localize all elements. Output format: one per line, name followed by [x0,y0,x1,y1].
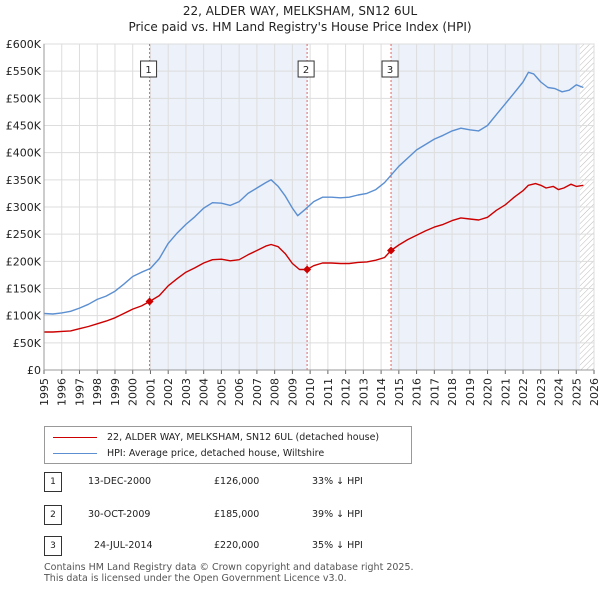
x-tick-label: 1998 [91,378,104,406]
sale-badge: 1 [44,472,62,492]
x-tick-label: 2000 [127,378,140,406]
y-tick-label: £200K [6,255,42,268]
sale-marker-2 [303,265,312,274]
x-tick-label: 2006 [233,378,246,406]
x-tick-label: 2021 [499,378,512,406]
chart-legend: 22, ALDER WAY, MELKSHAM, SN12 6UL (detac… [44,426,412,464]
x-tick-label: 2015 [393,378,406,406]
sale-badge: 2 [44,505,62,525]
y-tick-label: £500K [6,92,42,105]
x-tick-label: 1997 [73,378,86,406]
x-tick-label: 2008 [269,378,282,406]
table-row: 2 30-OCT-2009 £185,000 39% ↓ HPI [44,505,544,525]
y-tick-label: £150K [6,283,42,296]
x-tick-label: 2020 [482,378,495,406]
x-tick-label: 2018 [446,378,459,406]
x-tick-label: 2013 [357,378,370,406]
y-tick-label: £300K [6,201,42,214]
sale-marker-3 [387,246,396,255]
x-tick-label: 2002 [162,378,175,406]
sale-price: £185,000 [214,509,260,520]
legend-label-hpi: HPI: Average price, detached house, Wilt… [107,447,325,459]
sale-label-box-3 [381,60,399,78]
x-tick-label: 2022 [517,378,530,406]
x-tick-label: 2004 [198,378,211,406]
series-line-hpi [43,71,584,315]
sale-hpi-diff: 39% ↓ HPI [312,509,363,520]
y-tick-label: £50K [13,337,42,350]
legend-label-property: 22, ALDER WAY, MELKSHAM, SN12 6UL (detac… [107,431,380,443]
y-tick-label: £100K [6,310,42,323]
sale-date: 13-DEC-2000 [88,476,152,487]
legend-swatch-hpi [53,452,97,454]
sale-label-box-2 [297,60,315,78]
y-tick-label: £250K [6,228,42,241]
sale-price: £220,000 [214,540,260,551]
y-tick-label: £450K [6,120,42,133]
x-tick-label: 2023 [535,378,548,406]
legend-swatch-property [53,436,97,438]
y-tick-label: £0 [27,364,41,377]
sale-hpi-diff: 33% ↓ HPI [312,476,363,487]
sale-label-3: 3 [387,65,393,76]
x-tick-label: 2025 [570,378,583,406]
legend-item-property: 22, ALDER WAY, MELKSHAM, SN12 6UL (detac… [53,430,379,444]
x-tick-label: 2024 [553,378,566,406]
x-tick-label: 2017 [428,378,441,406]
footer-line-1: Contains HM Land Registry data © Crown c… [44,562,414,573]
x-tick-label: 2011 [322,378,335,406]
x-tick-label: 2005 [215,378,228,406]
footer: Contains HM Land Registry data © Crown c… [44,562,414,584]
x-tick-label: 2007 [251,378,264,406]
sale-date: 30-OCT-2009 [88,509,151,520]
x-tick-label: 2010 [304,378,317,406]
sale-hpi-diff: 35% ↓ HPI [312,540,363,551]
x-tick-label: 1999 [109,378,122,406]
x-tick-label: 2009 [286,378,299,406]
sale-badge: 3 [44,536,62,556]
x-tick-label: 1996 [56,378,69,406]
y-tick-label: £550K [6,65,42,78]
y-tick-label: £400K [6,147,42,160]
sale-label-box-1 [140,60,158,78]
x-tick-label: 2016 [411,378,424,406]
table-row: 3 24-JUL-2014 £220,000 35% ↓ HPI [44,536,544,556]
sale-date: 24-JUL-2014 [94,540,153,551]
x-tick-label: 2003 [180,378,193,406]
x-tick-label: 1995 [38,378,51,406]
x-tick-label: 2014 [375,378,388,406]
y-tick-label: £350K [6,174,42,187]
chart-title: 22, ALDER WAY, MELKSHAM, SN12 6UL [182,4,418,18]
sale-label-2: 2 [303,65,309,76]
x-tick-label: 2001 [144,378,157,406]
price-chart: £0 £50K £100K £150K £200K £250K £300K £350K £400… [6,38,600,406]
x-tick-label: 2012 [340,378,353,406]
sale-price: £126,000 [214,476,260,487]
chart-subtitle: Price paid vs. HM Land Registry's House … [128,20,472,34]
y-tick-label: £600K [6,38,42,51]
sale-marker-1 [145,297,154,306]
x-tick-label: 2019 [464,378,477,406]
series-line-property [44,182,584,333]
footer-line-2: This data is licensed under the Open Gov… [44,573,347,584]
table-row: 1 13-DEC-2000 £126,000 33% ↓ HPI [44,472,544,492]
legend-item-hpi: HPI: Average price, detached house, Wilt… [53,446,324,460]
x-tick-label: 2026 [588,378,600,406]
sale-label-1: 1 [145,65,151,76]
